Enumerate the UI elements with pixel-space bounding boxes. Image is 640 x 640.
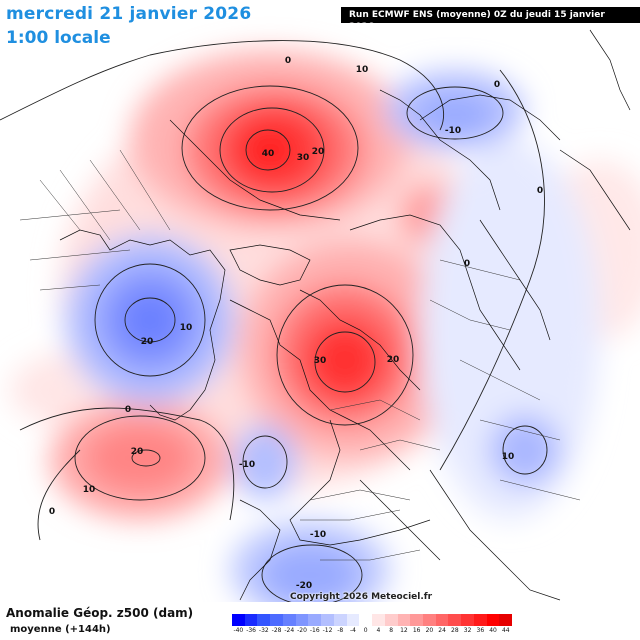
color-scale-tick: -32 — [258, 627, 269, 634]
color-scale-swatch — [410, 614, 424, 626]
color-scale-tick: 4 — [376, 627, 381, 634]
forecast-date: mercredi 21 janvier 2026 — [6, 4, 252, 24]
legend-lead-label: (+144h) — [65, 624, 111, 635]
coastlines — [59, 29, 631, 601]
color-scale-swatch — [486, 614, 500, 626]
color-scale-swatch — [359, 614, 373, 626]
color-scale-swatch — [257, 614, 271, 626]
contour-label: 0 — [49, 507, 55, 517]
color-scale-tick: 24 — [438, 627, 446, 634]
color-scale-swatch — [448, 614, 462, 626]
contour-label: 30 — [297, 153, 310, 163]
color-scale-swatch — [321, 614, 334, 626]
copyright: Copyright 2026 Meteociel.fr — [290, 592, 433, 602]
run-info: Run ECMWF ENS (moyenne) 0Z du jeudi 15 j… — [341, 7, 640, 32]
color-scale-tick: -16 — [309, 627, 320, 634]
color-scale-swatch — [372, 614, 385, 626]
color-scale-swatch — [232, 614, 245, 626]
contour-label: 20 — [141, 337, 154, 347]
contour-label: 40 — [262, 149, 275, 159]
color-scale-tick: 32 — [463, 627, 472, 634]
color-scale-ticks: -40 -36 -32 -28 -24 -20 -16 -12 -8 -4 0 4 8 12 16 20 24 2… — [232, 627, 512, 637]
color-scale-tick: 16 — [412, 627, 421, 634]
color-scale-swatch — [308, 614, 322, 626]
color-scale-tick: 20 — [425, 627, 434, 634]
color-scale — [232, 614, 513, 626]
color-scale-tick: -4 — [349, 627, 356, 634]
contour-lines — [0, 40, 548, 606]
color-scale-tick: -8 — [337, 627, 344, 634]
legend-subtitle: moyenne (+144h) — [10, 624, 111, 635]
color-scale-tick: -24 — [284, 627, 295, 634]
color-scale-tick: -40 — [233, 627, 244, 634]
contour-label: 0 — [285, 56, 291, 66]
legend-mean-label: moyenne — [10, 624, 62, 635]
contour-label: 0 — [537, 186, 543, 196]
color-scale-tick: -28 — [271, 627, 282, 634]
border-lines — [19, 149, 581, 561]
contour-label: 20 — [312, 147, 325, 157]
color-scale-tick: 12 — [400, 627, 408, 634]
contour-label: 0 — [464, 259, 470, 269]
contour-label: 30 — [314, 356, 327, 366]
contour-label: 10 — [180, 323, 193, 333]
color-scale-swatch — [270, 614, 283, 626]
color-scale-swatch — [333, 614, 347, 626]
color-scale-swatch — [435, 614, 449, 626]
color-scale-tick: 40 — [489, 627, 497, 634]
color-scale-tick: -20 — [297, 627, 307, 634]
contour-label: 10 — [502, 452, 515, 462]
color-scale-swatch — [295, 614, 309, 626]
contour-label: 10 — [356, 65, 369, 75]
color-scale-swatch — [346, 614, 360, 626]
color-scale-swatch — [423, 614, 436, 626]
contour-label: 20 — [131, 447, 144, 457]
color-scale-swatch — [244, 614, 258, 626]
contour-label: 10 — [83, 485, 96, 495]
color-scale-tick: 44 — [501, 627, 510, 634]
color-scale-tick: 8 — [389, 627, 394, 634]
contour-label: -10 — [310, 530, 326, 540]
color-scale-swatch — [397, 614, 411, 626]
color-scale-tick: -36 — [246, 627, 256, 634]
contour-label: -20 — [296, 581, 312, 591]
contour-label: -10 — [445, 126, 461, 136]
color-scale-swatch — [282, 614, 296, 626]
legend-title: Anomalie Géop. z500 (dam) — [6, 606, 194, 620]
contour-label: 20 — [387, 355, 400, 365]
color-scale-swatch — [461, 614, 474, 626]
forecast-time: 1:00 locale — [6, 28, 111, 48]
color-scale-tick: 36 — [476, 627, 485, 634]
color-scale-swatch — [384, 614, 398, 626]
color-scale-tick: 28 — [451, 627, 459, 634]
contour-label: 0 — [125, 405, 131, 415]
color-scale-swatch — [473, 614, 487, 626]
color-scale-tick: -12 — [322, 627, 333, 634]
contour-label: -10 — [239, 460, 255, 470]
color-scale-tick: 0 — [363, 627, 368, 634]
contour-label: 0 — [494, 80, 500, 90]
color-scale-swatch — [499, 614, 513, 626]
